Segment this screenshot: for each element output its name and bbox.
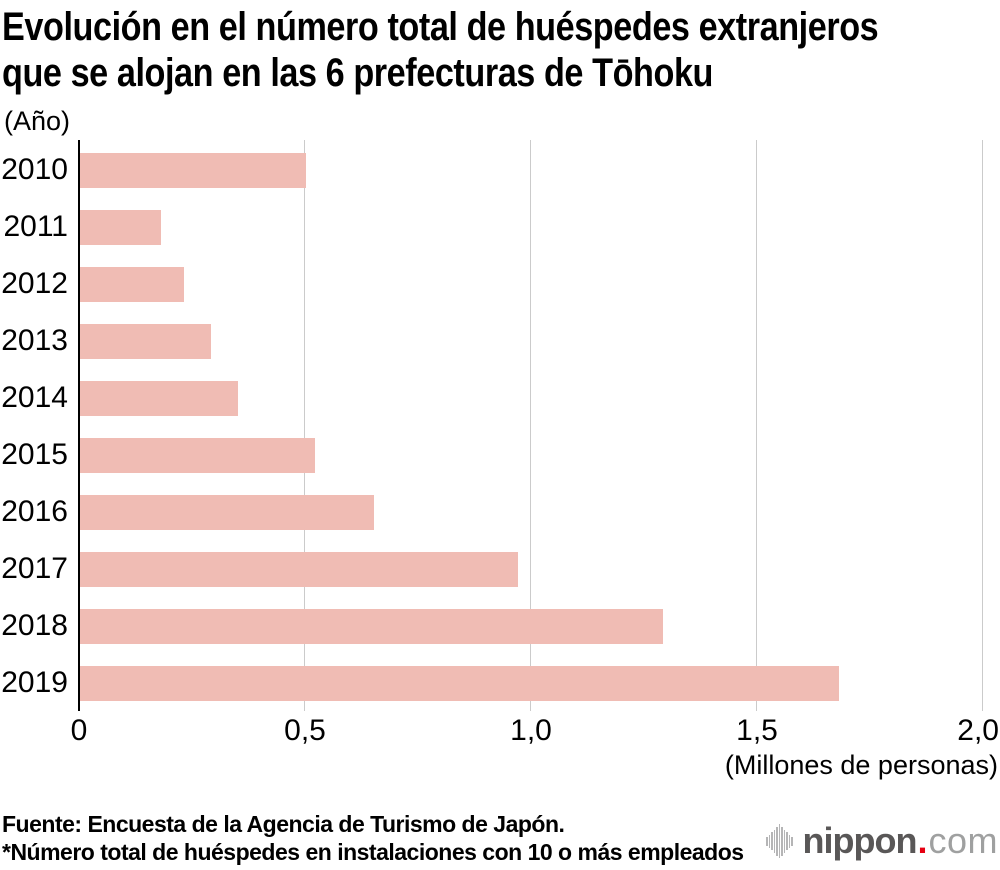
gridline: [756, 140, 757, 711]
chart-title: Evolución en el número total de huéspede…: [2, 4, 1000, 96]
year-label: 2017: [1, 552, 68, 585]
soundwave-bar: [791, 836, 793, 846]
soundwave-bar: [766, 836, 768, 846]
logo-red-dot: .: [917, 820, 928, 861]
bar: [80, 324, 211, 359]
x-tick-label: 1,5: [736, 714, 778, 747]
soundwave-bar: [768, 834, 771, 848]
x-tick-label: 0: [70, 714, 88, 747]
soundwave-bar: [778, 824, 781, 858]
x-tick-label: 2,0: [957, 714, 999, 747]
year-label: 2015: [1, 438, 68, 471]
year-label: 2016: [1, 495, 68, 528]
bar: [80, 438, 315, 473]
y-axis-unit-label: (Año): [4, 106, 71, 136]
logo-wordmark: nippon: [802, 820, 918, 861]
gridline: [304, 140, 305, 711]
soundwave-bar: [786, 832, 788, 850]
nippon-com-logo: nippon . com: [766, 818, 998, 864]
soundwave-icon: [766, 824, 793, 858]
chart-row: 2011: [0, 197, 1000, 254]
year-label: 2014: [1, 381, 68, 414]
soundwave-bar: [771, 832, 773, 850]
soundwave-bar: [773, 829, 776, 853]
logo-tld: com: [928, 820, 998, 861]
chart-row: 2017: [0, 539, 1000, 596]
bar-chart: 2010 2011 2012 2013 2014 2015 2016 2017 2018 2019: [0, 140, 1000, 711]
bar: [80, 267, 184, 302]
chart-row: 2013: [0, 311, 1000, 368]
y-axis-line: [78, 140, 80, 711]
bar: [80, 552, 518, 587]
x-axis-unit-label: (Millones de personas): [724, 750, 998, 780]
footnote-text: *Número total de huéspedes en instalacio…: [2, 839, 744, 865]
x-tick-label: 1,0: [510, 714, 552, 747]
bar: [80, 666, 839, 701]
chart-row: 2010: [0, 140, 1000, 197]
source-text: Fuente: Encuesta de la Agencia de Turism…: [2, 811, 565, 837]
year-label: 2019: [1, 666, 68, 699]
chart-row: 2018: [0, 596, 1000, 653]
x-tick-label: 0,5: [284, 714, 326, 747]
chart-row: 2019: [0, 653, 1000, 710]
year-label: 2013: [1, 324, 68, 357]
gridline: [982, 140, 983, 711]
year-label: 2012: [1, 267, 68, 300]
soundwave-bar: [783, 829, 786, 853]
chart-title-line2: que se alojan en las 6 prefecturas de Tō…: [2, 51, 714, 95]
bar: [80, 210, 161, 245]
bar: [80, 153, 306, 188]
soundwave-bar: [788, 834, 791, 848]
year-label: 2018: [1, 609, 68, 642]
chart-row: 2012: [0, 254, 1000, 311]
bar: [80, 495, 374, 530]
year-label: 2010: [1, 153, 68, 186]
soundwave-bar: [781, 826, 783, 856]
chart-row: 2014: [0, 368, 1000, 425]
bar: [80, 381, 238, 416]
chart-row: 2015: [0, 425, 1000, 482]
year-label: 2011: [3, 210, 68, 243]
gridline: [530, 140, 531, 711]
chart-row: 2016: [0, 482, 1000, 539]
soundwave-bar: [776, 826, 778, 856]
chart-title-line1: Evolución en el número total de huéspede…: [2, 5, 879, 49]
bar: [80, 609, 663, 644]
